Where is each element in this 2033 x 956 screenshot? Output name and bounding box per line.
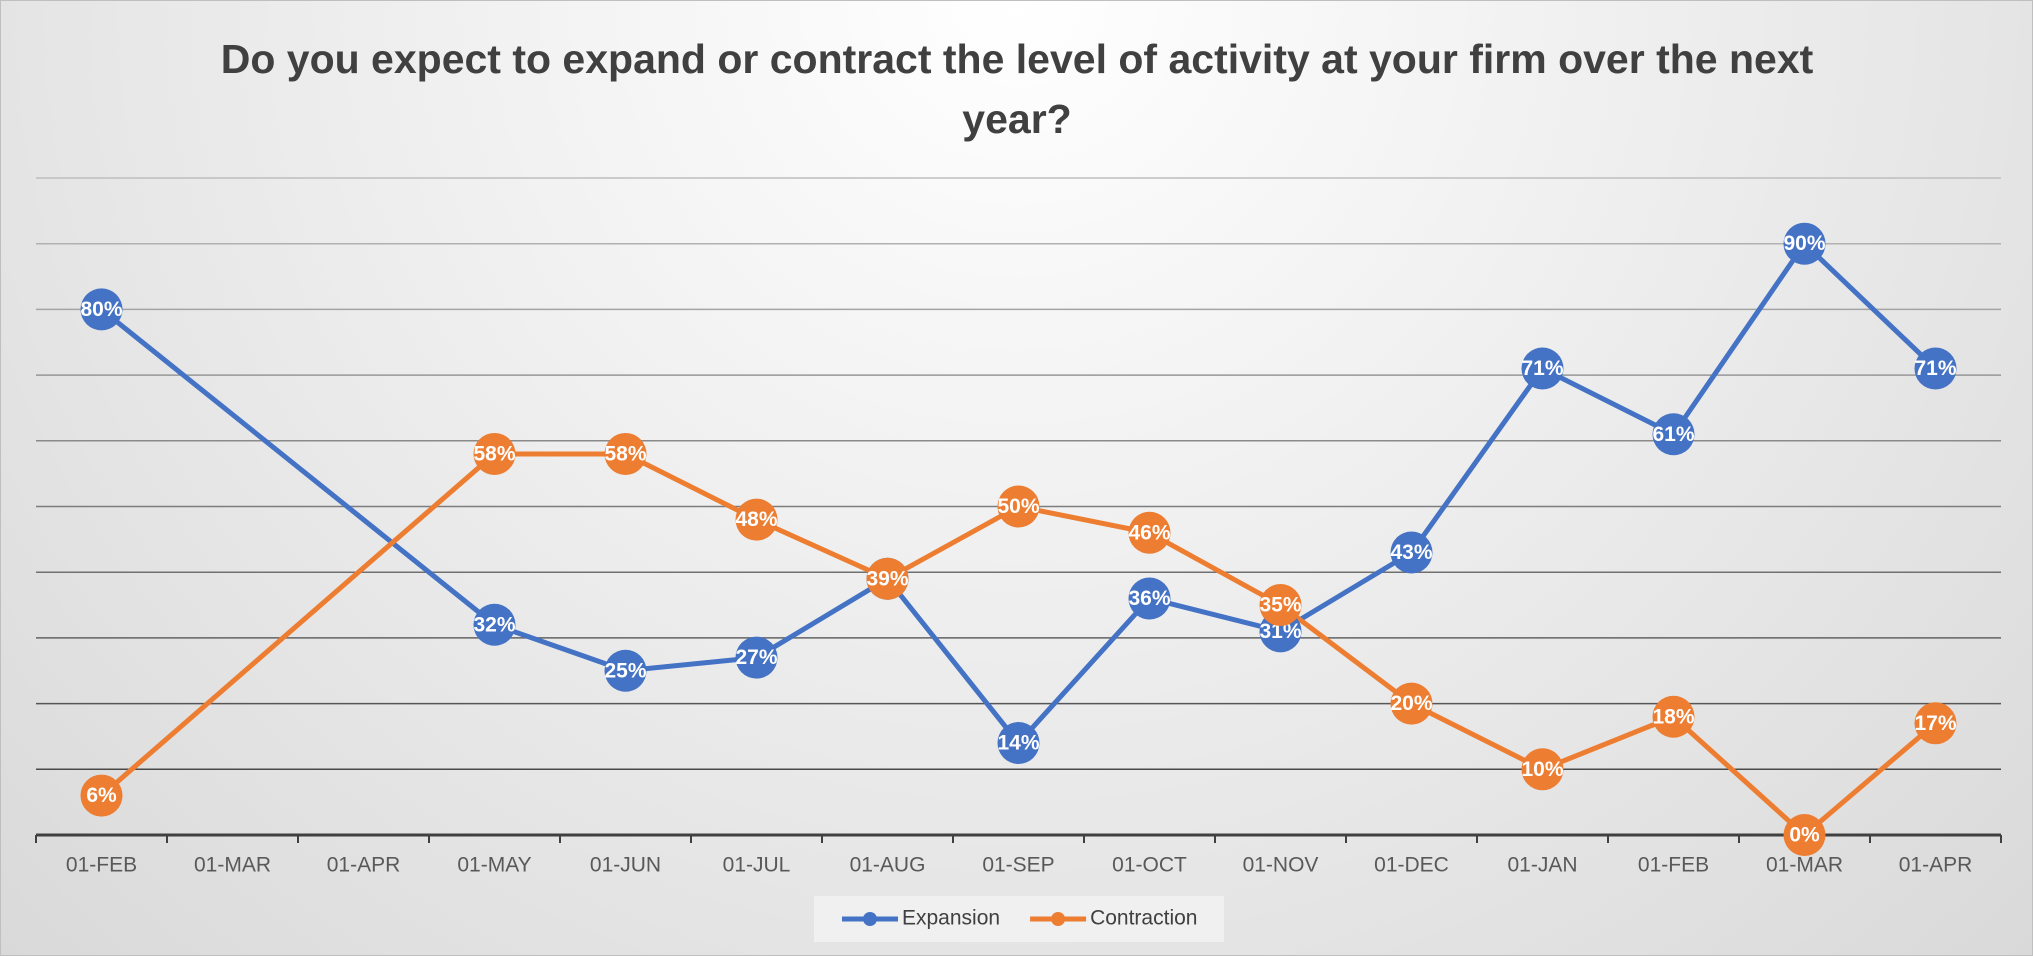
line-segment <box>1409 366 1545 555</box>
chart-title: Do you expect to expand or contract the … <box>220 36 1814 142</box>
legend-marker <box>1051 912 1066 926</box>
line-segment <box>1409 701 1545 772</box>
marker <box>1652 413 1695 456</box>
line-segment <box>754 576 890 661</box>
data-label: 6% <box>86 784 117 807</box>
line-segment <box>623 451 759 523</box>
x-tick-label: 01-JUL <box>723 854 791 877</box>
x-tick-label: 01-AUG <box>850 854 926 877</box>
legend-marker <box>863 912 877 926</box>
data-label: 71% <box>1914 357 1956 380</box>
line-segment <box>1147 530 1283 608</box>
x-tick-label: 01-MAY <box>457 854 531 877</box>
data-label: 0% <box>1789 824 1820 847</box>
marker <box>735 636 778 679</box>
line-segment <box>623 655 759 674</box>
data-label: 61% <box>1652 423 1694 446</box>
data-label: 58% <box>473 442 515 465</box>
data-label: 25% <box>604 659 646 682</box>
marker <box>604 649 647 692</box>
marker <box>1521 748 1564 791</box>
line-segment <box>1016 595 1152 746</box>
data-label: 17% <box>1914 712 1956 735</box>
x-tick-label: 01-APR <box>1899 854 1973 877</box>
marker <box>1914 347 1957 390</box>
marker <box>1521 347 1564 390</box>
data-label: 36% <box>1128 587 1170 610</box>
data-label: 43% <box>1390 541 1432 564</box>
data-label: 71% <box>1521 357 1563 380</box>
x-tick-label: 01-DEC <box>1374 854 1449 877</box>
marker <box>997 485 1040 528</box>
marker <box>866 557 909 600</box>
marker <box>1128 511 1171 554</box>
data-label: 50% <box>997 495 1039 518</box>
marker <box>1783 814 1826 856</box>
data-label: 35% <box>1259 594 1301 617</box>
line-segment <box>1016 504 1152 536</box>
line-segment <box>1802 241 1938 372</box>
line-segment <box>754 517 890 582</box>
data-label: 18% <box>1652 705 1694 728</box>
line-segment <box>1540 366 1676 437</box>
marker <box>735 498 778 541</box>
x-tick-label: 01-MAR <box>194 854 271 877</box>
marker <box>1914 702 1957 745</box>
line-segment <box>1147 595 1283 634</box>
data-label: 10% <box>1521 758 1563 781</box>
data-label: 80% <box>80 298 122 321</box>
marker <box>473 432 516 475</box>
data-label: 90% <box>1783 232 1825 255</box>
marker <box>473 603 516 646</box>
x-tick-label: 01-FEB <box>66 854 137 877</box>
x-tick-label: 01-OCT <box>1112 854 1187 877</box>
data-label: 14% <box>997 732 1039 755</box>
x-tick-label: 01-FEB <box>1638 854 1709 877</box>
marker <box>604 432 647 475</box>
marker <box>1128 577 1171 620</box>
data-label: 32% <box>473 613 515 636</box>
data-label: 48% <box>735 508 777 531</box>
data-label: 46% <box>1128 521 1170 544</box>
line-segment <box>885 576 1021 746</box>
line-segment <box>1671 714 1807 838</box>
line-segment <box>1278 602 1414 707</box>
data-label: 31% <box>1259 620 1301 643</box>
marker <box>1390 531 1433 574</box>
x-tick-label: 01-JAN <box>1507 854 1577 877</box>
x-tick-label: 01-APR <box>327 854 401 877</box>
marker <box>1390 682 1433 725</box>
x-tick-label: 01-JUN <box>590 854 661 877</box>
line-segment <box>492 622 628 674</box>
legend-label: Expansion <box>902 907 1000 930</box>
data-label: 58% <box>604 442 646 465</box>
line-segment <box>99 451 497 799</box>
x-tick-label: 01-SEP <box>982 854 1054 877</box>
data-label: 20% <box>1390 692 1432 715</box>
legend-label: Contraction <box>1090 907 1197 930</box>
line-segment <box>1802 720 1938 838</box>
marker <box>997 722 1040 765</box>
marker <box>80 774 123 817</box>
line-segment <box>885 504 1021 582</box>
marker <box>80 288 123 331</box>
x-tick-label: 01-NOV <box>1243 854 1319 877</box>
x-tick-label: 01-MAR <box>1766 854 1843 877</box>
line-segment <box>1671 241 1807 437</box>
data-label: 27% <box>735 646 777 669</box>
marker <box>1783 222 1826 265</box>
line-segment <box>99 306 497 628</box>
marker <box>1259 584 1302 627</box>
line-segment <box>1278 549 1414 634</box>
data-label: 39% <box>866 567 908 590</box>
line-segment <box>1540 714 1676 772</box>
marker <box>1652 695 1695 738</box>
